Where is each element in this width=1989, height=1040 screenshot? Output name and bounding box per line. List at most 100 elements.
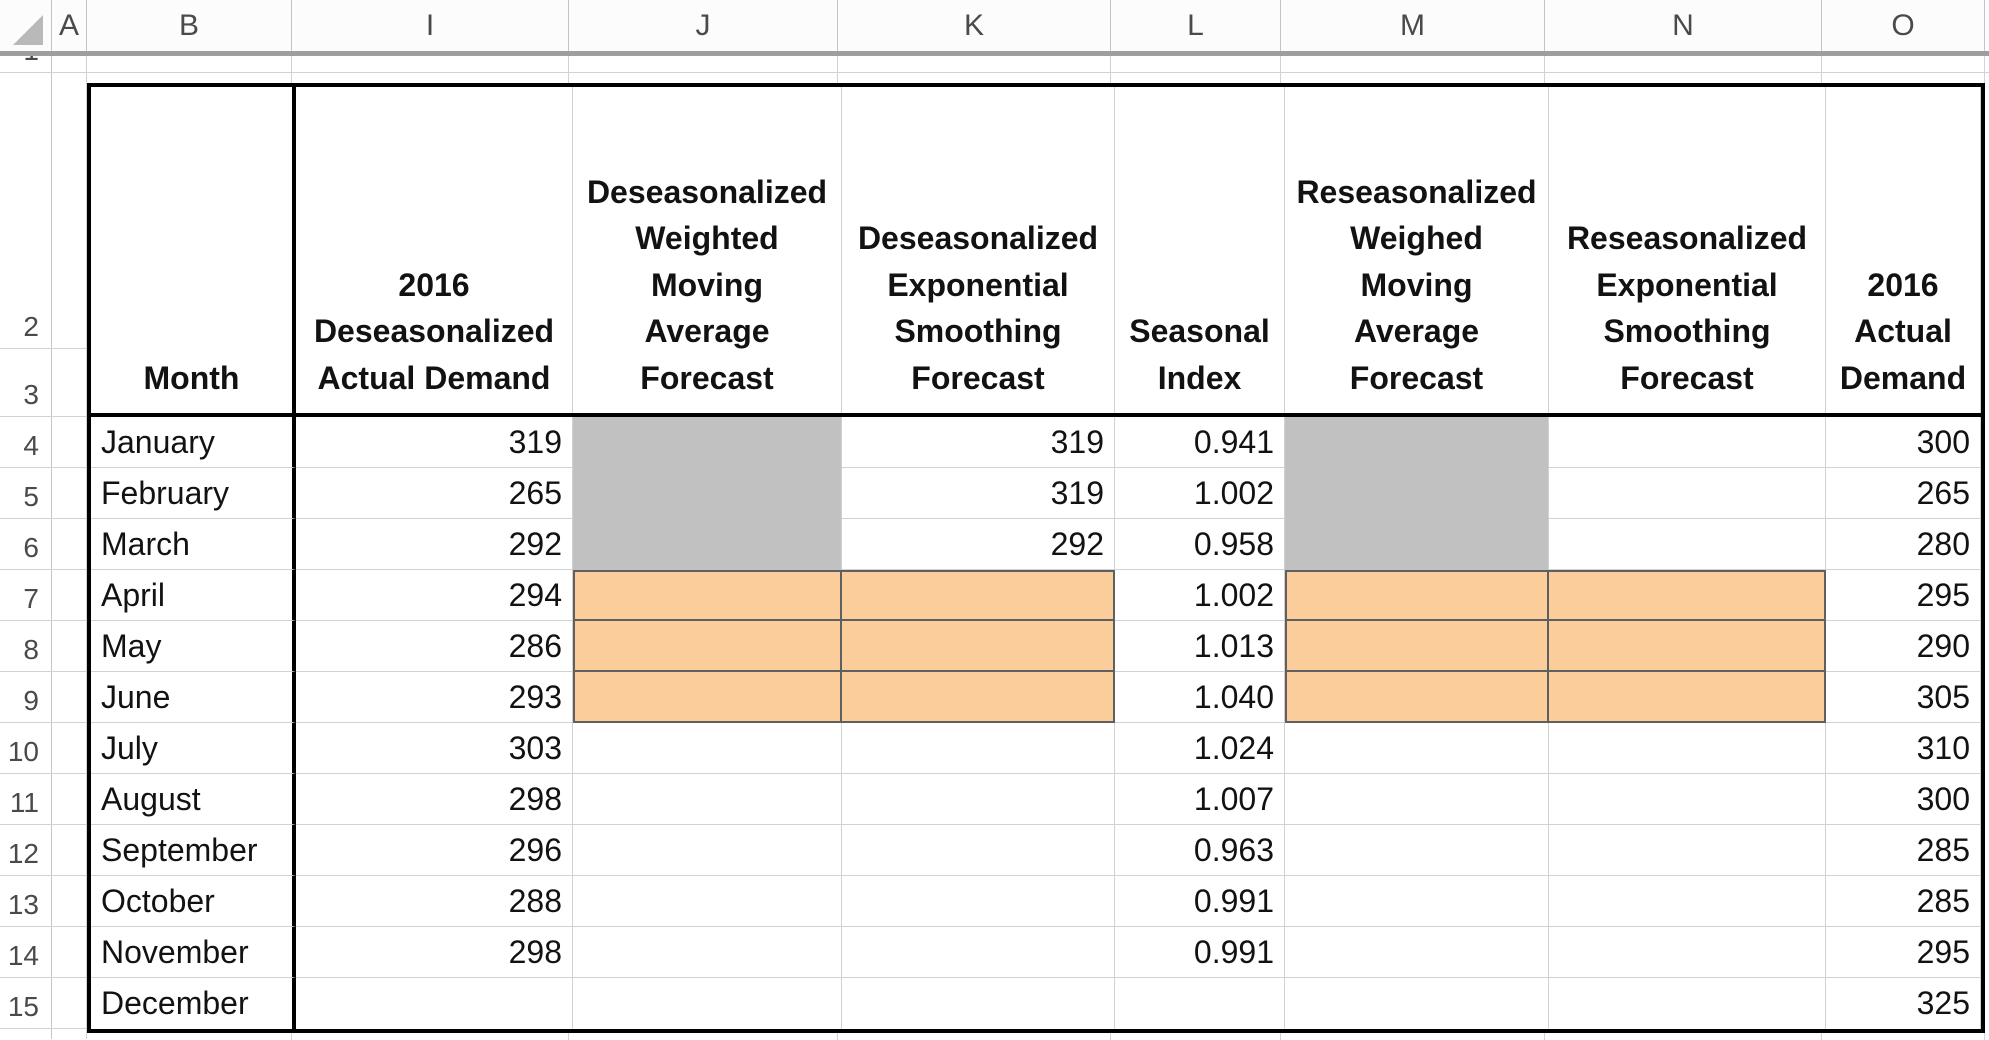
- cell-I13[interactable]: 288: [296, 876, 573, 927]
- cell-L11[interactable]: 1.007: [1115, 774, 1285, 825]
- column-header-B[interactable]: B: [87, 0, 292, 51]
- cell-J15[interactable]: [573, 978, 842, 1029]
- cell-L15[interactable]: [1115, 978, 1285, 1029]
- cell-N13[interactable]: [1549, 876, 1826, 927]
- cell-A4[interactable]: [52, 417, 87, 467]
- cell-A11[interactable]: [52, 774, 87, 824]
- cell-B14[interactable]: November: [91, 927, 296, 978]
- cell-A1[interactable]: [52, 56, 87, 72]
- column-header-K[interactable]: K: [838, 0, 1111, 51]
- cell-K13[interactable]: [842, 876, 1115, 927]
- cell-K7[interactable]: [842, 570, 1115, 621]
- cell-O9[interactable]: 305: [1826, 672, 1981, 723]
- header-cell-seasonal-index[interactable]: Seasonal Index: [1115, 87, 1285, 413]
- cell-I12[interactable]: 296: [296, 825, 573, 876]
- cell-N6[interactable]: [1549, 519, 1826, 570]
- cell-O11[interactable]: 300: [1826, 774, 1981, 825]
- header-cell-deseasonalized-actual[interactable]: 2016 Deseasonalized Actual Demand: [296, 87, 573, 413]
- header-cell-reseasonalized-exp[interactable]: Reseasonalized Exponential Smoothing For…: [1549, 87, 1826, 413]
- cell-O5[interactable]: 265: [1826, 468, 1981, 519]
- cell-A8[interactable]: [52, 621, 87, 671]
- column-header-I[interactable]: I: [292, 0, 569, 51]
- cell-I15[interactable]: [296, 978, 573, 1029]
- cell-K9[interactable]: [842, 672, 1115, 723]
- cell-N8[interactable]: [1549, 621, 1826, 672]
- cell-I9[interactable]: 293: [296, 672, 573, 723]
- cell-J14[interactable]: [573, 927, 842, 978]
- cell-K6[interactable]: 292: [842, 519, 1115, 570]
- column-header-O[interactable]: O: [1822, 0, 1985, 51]
- cell-M14[interactable]: [1285, 927, 1549, 978]
- header-cell-month[interactable]: Month: [91, 87, 296, 413]
- cell-J10[interactable]: [573, 723, 842, 774]
- cell-A12[interactable]: [52, 825, 87, 875]
- cell-B5[interactable]: February: [91, 468, 296, 519]
- column-header-J[interactable]: J: [569, 0, 838, 51]
- cell-B11[interactable]: August: [91, 774, 296, 825]
- cell-I5[interactable]: 265: [296, 468, 573, 519]
- row-header-9[interactable]: 9: [0, 672, 52, 722]
- select-all-button[interactable]: [0, 0, 52, 51]
- cell-M12[interactable]: [1285, 825, 1549, 876]
- cell-J12[interactable]: [573, 825, 842, 876]
- cell-L8[interactable]: 1.013: [1115, 621, 1285, 672]
- cell-K4[interactable]: 319: [842, 417, 1115, 468]
- cell-M4[interactable]: [1285, 417, 1549, 468]
- row-header-5[interactable]: 5: [0, 468, 52, 518]
- header-cell-deseasonalized-wma[interactable]: Deseasonalized Weighted Moving Average F…: [573, 87, 842, 413]
- cell-O13[interactable]: 285: [1826, 876, 1981, 927]
- cell-J9[interactable]: [573, 672, 842, 723]
- cell-L14[interactable]: 0.991: [1115, 927, 1285, 978]
- row-header-14[interactable]: 14: [0, 927, 52, 977]
- cell-J13[interactable]: [573, 876, 842, 927]
- column-header-A[interactable]: A: [52, 0, 87, 51]
- cell-L13[interactable]: 0.991: [1115, 876, 1285, 927]
- cell-N5[interactable]: [1549, 468, 1826, 519]
- cell-K12[interactable]: [842, 825, 1115, 876]
- cell-I6[interactable]: 292: [296, 519, 573, 570]
- cell-K10[interactable]: [842, 723, 1115, 774]
- row-header-12[interactable]: 12: [0, 825, 52, 875]
- cell-A2[interactable]: [52, 73, 87, 348]
- cell-N12[interactable]: [1549, 825, 1826, 876]
- cell-A3[interactable]: [52, 349, 87, 416]
- cell-I10[interactable]: 303: [296, 723, 573, 774]
- header-cell-actual-demand[interactable]: 2016 Actual Demand: [1826, 87, 1981, 413]
- cell-L5[interactable]: 1.002: [1115, 468, 1285, 519]
- row-header-6[interactable]: 6: [0, 519, 52, 569]
- cell-A14[interactable]: [52, 927, 87, 977]
- cell-A10[interactable]: [52, 723, 87, 773]
- cell-O14[interactable]: 295: [1826, 927, 1981, 978]
- cell-A6[interactable]: [52, 519, 87, 569]
- cell-I11[interactable]: 298: [296, 774, 573, 825]
- cell-K15[interactable]: [842, 978, 1115, 1029]
- cell-J7[interactable]: [573, 570, 842, 621]
- cell-I8[interactable]: 286: [296, 621, 573, 672]
- cell-L12[interactable]: 0.963: [1115, 825, 1285, 876]
- cell-M11[interactable]: [1285, 774, 1549, 825]
- row-header-8[interactable]: 8: [0, 621, 52, 671]
- row-header-7[interactable]: 7: [0, 570, 52, 620]
- row-header-10[interactable]: 10: [0, 723, 52, 773]
- row-header-4[interactable]: 4: [0, 417, 52, 467]
- cell-O12[interactable]: 285: [1826, 825, 1981, 876]
- cell-L9[interactable]: 1.040: [1115, 672, 1285, 723]
- cell-A7[interactable]: [52, 570, 87, 620]
- cell-A13[interactable]: [52, 876, 87, 926]
- header-cell-deseasonalized-exp[interactable]: Deseasonalized Exponential Smoothing For…: [842, 87, 1115, 413]
- cell-K5[interactable]: 319: [842, 468, 1115, 519]
- cell-L10[interactable]: 1.024: [1115, 723, 1285, 774]
- cell-O8[interactable]: 290: [1826, 621, 1981, 672]
- cell-N9[interactable]: [1549, 672, 1826, 723]
- cell-B10[interactable]: July: [91, 723, 296, 774]
- cell-N10[interactable]: [1549, 723, 1826, 774]
- cell-K8[interactable]: [842, 621, 1115, 672]
- cell-K14[interactable]: [842, 927, 1115, 978]
- cell-N15[interactable]: [1549, 978, 1826, 1029]
- cell-M10[interactable]: [1285, 723, 1549, 774]
- cell-A9[interactable]: [52, 672, 87, 722]
- cell-B15[interactable]: December: [91, 978, 296, 1029]
- row-header-13[interactable]: 13: [0, 876, 52, 926]
- cell-M9[interactable]: [1285, 672, 1549, 723]
- cell-J11[interactable]: [573, 774, 842, 825]
